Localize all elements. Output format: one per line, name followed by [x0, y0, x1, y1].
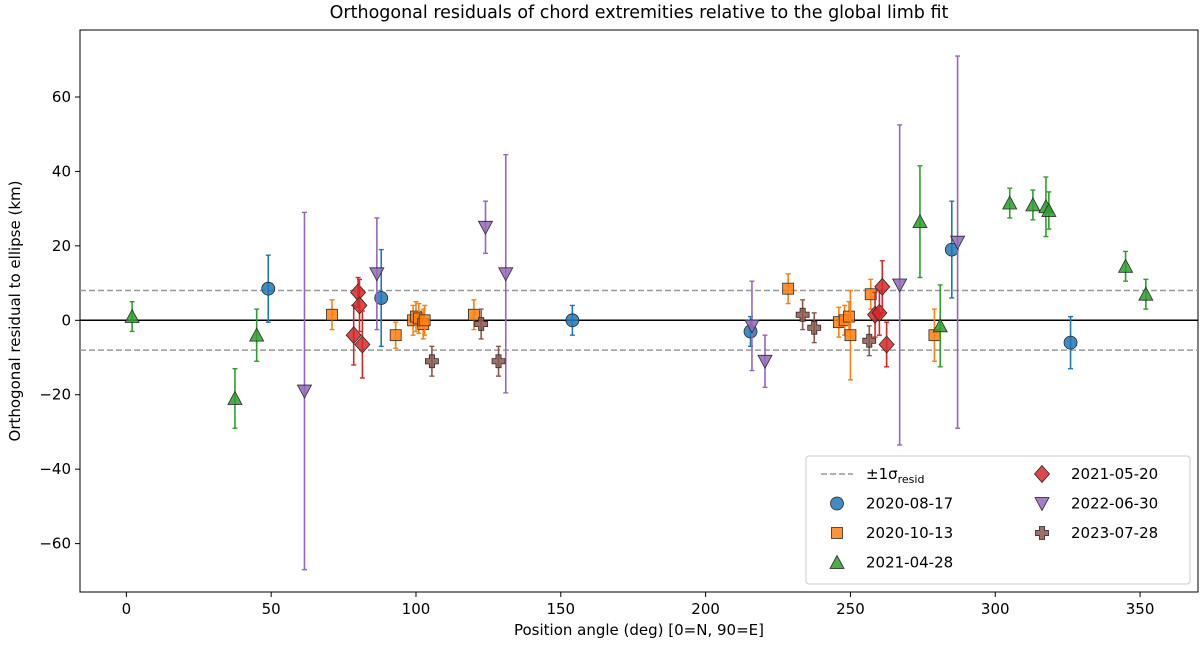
- x-tick-label: 150: [546, 600, 575, 618]
- data-point: [782, 282, 795, 295]
- y-tick-label: −20: [39, 386, 71, 404]
- x-tick-label: 100: [402, 600, 431, 618]
- x-tick-label: 0: [122, 600, 132, 618]
- data-point: [374, 291, 389, 305]
- legend-marker: [1033, 464, 1051, 484]
- series-2020-10-13: [326, 273, 941, 381]
- data-point: [843, 310, 855, 323]
- data-point: [477, 220, 494, 236]
- data-point: [1025, 197, 1041, 212]
- data-point: [871, 303, 888, 322]
- data-point: [874, 277, 891, 296]
- data-point: [892, 278, 908, 293]
- legend-frame: [805, 455, 1191, 585]
- data-point: [491, 354, 506, 369]
- x-tick-label: 200: [691, 600, 720, 618]
- data-point: [807, 320, 822, 335]
- x-tick-label: 350: [1126, 600, 1155, 618]
- data-point: [369, 267, 385, 282]
- legend-label: 2021-04-28: [866, 554, 953, 572]
- data-point: [296, 384, 313, 399]
- series-2021-04-28: [124, 165, 1154, 429]
- data-point: [351, 296, 368, 315]
- y-axis-label: Orthogonal residual to ellipse (km): [6, 181, 24, 442]
- y-tick-label: 60: [52, 88, 71, 106]
- data-point: [389, 329, 402, 342]
- data-point: [261, 281, 276, 296]
- data-point: [498, 267, 514, 282]
- data-point: [326, 308, 338, 321]
- data-point: [227, 390, 243, 405]
- legend-marker: [1034, 497, 1050, 512]
- data-point: [932, 318, 948, 333]
- y-tick-label: −60: [39, 535, 71, 553]
- data-point: [418, 314, 431, 327]
- y-tick-label: 20: [52, 237, 71, 255]
- data-point: [757, 354, 773, 370]
- legend-label: 2021-05-20: [1071, 465, 1158, 483]
- y-tick-label: −40: [39, 460, 71, 478]
- series-2023-07-28: [425, 299, 877, 377]
- series-2021-05-20: [345, 260, 895, 379]
- data-points: [124, 55, 1154, 571]
- legend-label: 2020-08-17: [866, 495, 953, 513]
- legend-marker: [830, 496, 844, 511]
- y-tick-label: 40: [52, 162, 71, 180]
- data-point: [862, 333, 877, 348]
- series-2020-08-17: [261, 200, 1078, 370]
- legend-label: 2022-06-30: [1071, 495, 1158, 513]
- legend-label: 2020-10-13: [866, 524, 953, 542]
- legend-label: 2023-07-28: [1071, 524, 1158, 542]
- x-tick-label: 50: [262, 600, 281, 618]
- data-point: [912, 213, 928, 229]
- legend-marker: [829, 554, 845, 569]
- data-point: [468, 308, 480, 321]
- legend-marker: [831, 527, 843, 539]
- data-point: [474, 317, 489, 331]
- y-tick-label: 0: [61, 311, 71, 329]
- data-point: [878, 335, 895, 354]
- data-point: [1138, 286, 1154, 301]
- x-tick-label: 250: [836, 600, 865, 618]
- legend-label-subscript: resid: [898, 473, 925, 486]
- data-point: [124, 308, 140, 323]
- x-axis-label: Position angle (deg) [0=N, 90=E]: [514, 621, 764, 639]
- data-point: [844, 329, 857, 342]
- data-point: [864, 288, 877, 301]
- axes-ticks: 0 50 100 150 200 250 300 350 −60 −40 −20 0 20 40 60: [39, 88, 1154, 618]
- data-point: [1117, 258, 1134, 273]
- legend-marker: [1035, 526, 1049, 540]
- data-point: [354, 335, 371, 354]
- reference-lines: [80, 289, 1198, 351]
- series-2022-06-30: [296, 55, 966, 571]
- data-point: [949, 235, 966, 250]
- x-tick-label: 300: [981, 600, 1010, 618]
- data-point: [565, 313, 580, 328]
- data-point: [795, 307, 810, 322]
- data-point: [744, 319, 760, 334]
- chart-title: Orthogonal residuals of chord extremitie…: [330, 3, 949, 23]
- data-point: [1063, 335, 1078, 350]
- data-point: [1041, 202, 1057, 217]
- data-point: [425, 354, 439, 369]
- legend: ±1σresid2020-08-172020-10-132021-04-2820…: [805, 455, 1191, 585]
- data-point: [1002, 195, 1018, 210]
- data-point: [249, 327, 265, 342]
- axes-frame: [79, 29, 1199, 593]
